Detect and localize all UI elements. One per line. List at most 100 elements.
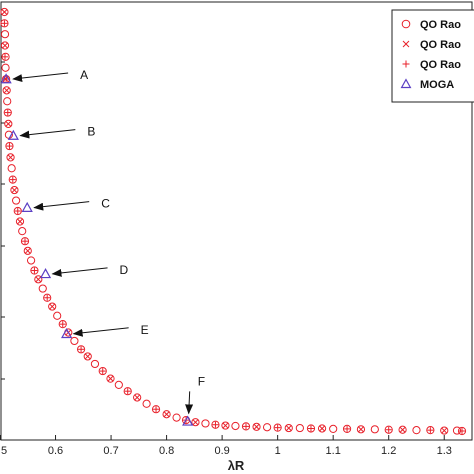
x-tick-label-0: 5 xyxy=(1,445,7,457)
point-triangle-3-2 xyxy=(21,201,33,212)
point-circle-0-51 xyxy=(241,422,251,431)
point-x-1-19 xyxy=(285,425,292,431)
point-circle-0-57 xyxy=(306,424,316,433)
point-circle-0-42 xyxy=(151,405,161,414)
point-x-1-13 xyxy=(107,375,114,382)
point-circle-0-18 xyxy=(13,206,22,216)
point-x-1-10 xyxy=(49,303,55,310)
point-circle-0-17 xyxy=(12,196,21,205)
point-circle-0-23 xyxy=(26,256,36,265)
x-tick-label-6: 1.1 xyxy=(326,445,341,457)
point-circle-0-64 xyxy=(398,425,407,434)
point-circle-0-12 xyxy=(5,141,14,151)
point-circle-0-69 xyxy=(457,426,467,436)
point-triangle-3-4 xyxy=(61,327,73,339)
x-tick-label-3: 0.8 xyxy=(159,445,174,457)
legend-marker-3 xyxy=(400,78,412,89)
point-plus-2-12 xyxy=(99,368,106,375)
point-circle-0-43 xyxy=(162,410,171,419)
annotation-arrow-c xyxy=(33,201,90,211)
point-circle-0-56 xyxy=(295,423,304,433)
point-x-1-3 xyxy=(3,87,10,94)
point-plus-2-4 xyxy=(6,143,13,150)
point-plus-2-1 xyxy=(1,53,8,60)
point-circle-0-5 xyxy=(1,63,10,72)
point-circle-0-22 xyxy=(23,246,32,255)
annotation-label-d: D xyxy=(120,263,129,277)
point-circle-0-63 xyxy=(384,425,393,434)
point-plus-2-6 xyxy=(14,208,21,215)
annotation-arrow-a xyxy=(12,72,69,83)
legend-label-3: MOGA xyxy=(420,79,454,91)
point-circle-0-1 xyxy=(0,19,9,28)
annotation-label-f: F xyxy=(198,374,205,388)
point-circle-0-37 xyxy=(106,374,115,383)
point-x-1-21 xyxy=(358,426,364,433)
point-x-1-6 xyxy=(11,187,18,193)
annotation-label-e: E xyxy=(141,323,149,337)
legend-label-0: QO Rao xyxy=(420,19,461,31)
point-plus-2-13 xyxy=(124,388,131,395)
point-circle-0-39 xyxy=(123,387,132,396)
point-circle-0-19 xyxy=(15,217,25,226)
point-x-1-17 xyxy=(222,422,229,429)
point-circle-0-20 xyxy=(18,227,27,236)
point-circle-0-35 xyxy=(90,359,100,369)
x-axis-ticks: 5 0.6 0.7 0.8 0.9 1 1.1 1.2 1.3 xyxy=(0,435,452,457)
point-x-1-20 xyxy=(319,425,325,432)
point-circle-0-16 xyxy=(10,185,19,195)
annotation-arrow-e xyxy=(72,327,129,337)
point-circle-0-3 xyxy=(0,41,10,50)
point-annotations: A B C D E F xyxy=(12,68,205,415)
plot-axes xyxy=(0,1,473,441)
point-circle-0-13 xyxy=(6,153,15,162)
legend: QO Rao QO Rao QO Rao MOGA xyxy=(391,9,474,103)
point-plus-2-20 xyxy=(344,425,351,432)
point-circle-0-67 xyxy=(440,426,449,435)
point-triangle-3-5 xyxy=(182,415,194,426)
point-plus-2-18 xyxy=(274,424,281,431)
point-circle-0-58 xyxy=(317,424,327,433)
point-plus-2-23 xyxy=(459,428,466,434)
x-tick-label-8: 1.3 xyxy=(437,445,452,457)
annotation-arrow-d xyxy=(51,267,108,277)
point-circle-0-0 xyxy=(0,7,9,17)
point-circle-0-27 xyxy=(43,293,52,302)
annotation-label-c: C xyxy=(101,197,110,211)
point-circle-0-21 xyxy=(20,237,30,246)
point-circle-0-7 xyxy=(2,86,11,95)
x-tick-label-2: 0.7 xyxy=(103,445,118,457)
legend-box xyxy=(391,9,474,103)
point-circle-0-30 xyxy=(58,320,67,329)
point-triangle-3-3 xyxy=(39,268,52,279)
point-circle-0-10 xyxy=(4,119,13,128)
legend-marker-1 xyxy=(402,40,410,48)
point-plus-2-3 xyxy=(4,109,11,116)
point-circle-0-2 xyxy=(0,30,10,39)
point-circle-0-66 xyxy=(426,426,435,435)
point-triangle-3-0 xyxy=(0,73,12,84)
point-x-1-22 xyxy=(399,426,406,433)
legend-label-1: QO Rao xyxy=(420,39,461,51)
point-x-1-0 xyxy=(1,9,8,15)
point-triangle-3-1 xyxy=(7,129,19,140)
point-plus-2-11 xyxy=(78,346,85,353)
point-circle-0-60 xyxy=(342,424,352,434)
point-circle-0-50 xyxy=(231,421,240,431)
point-circle-0-54 xyxy=(273,423,282,432)
x-tick-label-7: 1.2 xyxy=(381,445,396,457)
annotation-label-a: A xyxy=(80,68,88,82)
point-circle-0-59 xyxy=(329,424,338,434)
point-circle-0-40 xyxy=(133,393,142,402)
legend-marker-0 xyxy=(401,19,411,29)
x-axis-label: λR xyxy=(228,458,245,473)
annotation-arrow-f xyxy=(185,391,194,415)
point-plus-2-21 xyxy=(385,426,392,433)
point-plus-2-10 xyxy=(59,321,66,328)
point-circle-0-52 xyxy=(252,422,261,431)
point-x-1-16 xyxy=(192,419,199,425)
point-x-1-12 xyxy=(84,353,91,360)
point-circle-0-65 xyxy=(412,426,421,435)
point-x-1-9 xyxy=(35,276,42,283)
